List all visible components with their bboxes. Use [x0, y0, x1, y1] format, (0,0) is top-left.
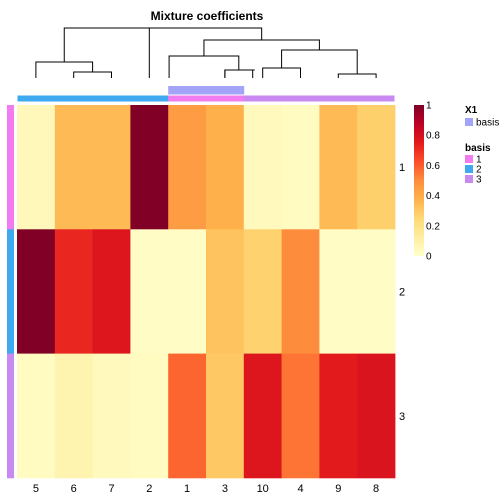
- color-scale-tick-label: 0: [426, 252, 432, 263]
- annotation-legend: X1 basis basis 123: [465, 105, 499, 186]
- color-scale-tick-label: 0.6: [426, 161, 440, 172]
- row-basis-cell: [7, 105, 14, 230]
- color-scale-tick-label: 0.2: [426, 221, 440, 232]
- x1-annotation-track: [168, 86, 244, 95]
- legend-x1-items: basis: [465, 118, 499, 129]
- heatmap-cell: [168, 105, 206, 230]
- column-label: 4: [297, 483, 303, 495]
- heatmap-cell: [357, 354, 395, 479]
- heatmap-cells: [17, 105, 395, 478]
- heatmap-cell: [55, 354, 93, 479]
- row-label: 2: [399, 286, 405, 298]
- heatmap-cell: [244, 229, 282, 354]
- heatmap-cell: [319, 229, 357, 354]
- heatmap-cell: [282, 229, 320, 354]
- dendrogram-branch: [64, 28, 149, 78]
- column-basis-cell: [319, 95, 357, 102]
- row-label: 3: [399, 411, 405, 423]
- x1-annotation-cell: [206, 86, 244, 95]
- dendrogram-branch: [225, 70, 253, 78]
- heatmap-cell: [17, 354, 55, 479]
- column-basis-cell: [130, 95, 168, 102]
- heatmap-cell: [17, 229, 55, 354]
- column-basis-cell: [93, 95, 131, 102]
- legend-swatch: [465, 175, 473, 183]
- heatmap-cell: [357, 105, 395, 230]
- legend-label: 3: [476, 175, 482, 186]
- heatmap-cell: [130, 354, 168, 479]
- color-scale-ticks: 0 0.2 0.4 0.6 0.8 1: [426, 101, 440, 263]
- column-basis-cell: [17, 95, 55, 102]
- heatmap-cell: [168, 229, 206, 354]
- column-label: 2: [146, 483, 152, 495]
- heatmap-cell: [93, 229, 131, 354]
- chart-title: Mixture coefficients: [151, 9, 264, 23]
- legend-basis-items: 123: [465, 155, 482, 186]
- column-label: 5: [33, 483, 39, 495]
- column-label: 10: [257, 483, 269, 495]
- color-scale-bar: [414, 105, 424, 256]
- column-basis-cell: [244, 95, 282, 102]
- column-basis-cell: [55, 95, 93, 102]
- heatmap-cell: [282, 354, 320, 479]
- heatmap-cell: [319, 354, 357, 479]
- heatmap-cell: [282, 105, 320, 230]
- color-scale-legend: 0 0.2 0.4 0.6 0.8 1: [414, 101, 440, 263]
- dendrogram-branch: [74, 72, 112, 78]
- heatmap-cell: [55, 229, 93, 354]
- dendrogram-branch: [169, 56, 239, 78]
- legend-basis-title: basis: [465, 143, 491, 154]
- dendrogram-branch: [263, 68, 301, 78]
- row-label: 1: [399, 162, 405, 174]
- column-label: 7: [108, 483, 114, 495]
- row-basis-cell: [7, 354, 14, 479]
- column-basis-cell: [357, 95, 395, 102]
- color-scale-tick-label: 1: [426, 101, 432, 112]
- column-label: 9: [335, 483, 341, 495]
- column-basis-cell: [282, 95, 320, 102]
- column-labels: 5 6 7 2 1 3 10 4 9 8: [33, 483, 379, 495]
- legend-x1-title: X1: [465, 105, 478, 116]
- row-basis-cell: [7, 229, 14, 354]
- column-label: 3: [222, 483, 228, 495]
- heatmap-cell: [55, 105, 93, 230]
- column-basis-cell: [206, 95, 244, 102]
- color-scale-tick-label: 0.4: [426, 191, 440, 202]
- dendrogram-branch: [282, 50, 358, 74]
- row-labels: 1 2 3: [399, 162, 405, 423]
- dendrogram-branch: [36, 62, 93, 78]
- column-basis-track: [17, 95, 395, 102]
- legend-swatch: [465, 165, 473, 173]
- color-scale-tick-label: 0.8: [426, 131, 440, 142]
- heatmap-cell: [357, 229, 395, 354]
- column-label: 1: [184, 483, 190, 495]
- heatmap-cell: [168, 354, 206, 479]
- row-basis-track: [7, 105, 14, 478]
- legend-swatch: [465, 118, 473, 126]
- heatmap-cell: [93, 105, 131, 230]
- heatmap-cell: [130, 105, 168, 230]
- legend-swatch: [465, 155, 473, 163]
- heatmap-cell: [130, 229, 168, 354]
- heatmap-cell: [244, 105, 282, 230]
- dendrogram-branch: [225, 70, 255, 78]
- x1-annotation-cell: [168, 86, 206, 95]
- column-label: 8: [373, 483, 379, 495]
- legend-label: basis: [476, 118, 499, 129]
- dendrogram-branch: [338, 74, 376, 78]
- heatmap-cell: [93, 354, 131, 479]
- heatmap-cell: [206, 229, 244, 354]
- dendrogram-branch: [84, 28, 261, 40]
- heatmap-cell: [244, 354, 282, 479]
- heatmap-cell: [206, 354, 244, 479]
- heatmap-cell: [17, 105, 55, 230]
- column-basis-cell: [168, 95, 206, 102]
- column-label: 6: [71, 483, 77, 495]
- heatmap-cell: [206, 105, 244, 230]
- column-dendrogram: [36, 28, 376, 78]
- heatmap-cell: [319, 105, 357, 230]
- dendrogram-branch: [204, 40, 319, 56]
